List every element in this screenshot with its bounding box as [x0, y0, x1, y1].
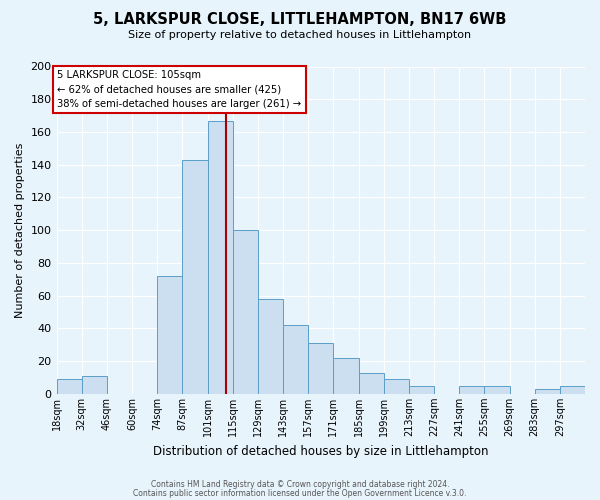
- Bar: [409, 386, 434, 394]
- Text: 5, LARKSPUR CLOSE, LITTLEHAMPTON, BN17 6WB: 5, LARKSPUR CLOSE, LITTLEHAMPTON, BN17 6…: [94, 12, 506, 28]
- Bar: [208, 120, 233, 394]
- Bar: [459, 386, 484, 394]
- Text: Contains HM Land Registry data © Crown copyright and database right 2024.: Contains HM Land Registry data © Crown c…: [151, 480, 449, 489]
- Bar: [383, 379, 409, 394]
- Bar: [258, 299, 283, 394]
- Y-axis label: Number of detached properties: Number of detached properties: [15, 142, 25, 318]
- Bar: [535, 389, 560, 394]
- Bar: [157, 276, 182, 394]
- Bar: [359, 372, 383, 394]
- Bar: [56, 379, 82, 394]
- Bar: [560, 386, 585, 394]
- Bar: [334, 358, 359, 394]
- X-axis label: Distribution of detached houses by size in Littlehampton: Distribution of detached houses by size …: [153, 444, 488, 458]
- Bar: [182, 160, 208, 394]
- Text: Contains public sector information licensed under the Open Government Licence v.: Contains public sector information licen…: [133, 488, 467, 498]
- Text: Size of property relative to detached houses in Littlehampton: Size of property relative to detached ho…: [128, 30, 472, 40]
- Text: 5 LARKSPUR CLOSE: 105sqm
← 62% of detached houses are smaller (425)
38% of semi-: 5 LARKSPUR CLOSE: 105sqm ← 62% of detach…: [58, 70, 302, 108]
- Bar: [308, 343, 334, 394]
- Bar: [484, 386, 509, 394]
- Bar: [82, 376, 107, 394]
- Bar: [233, 230, 258, 394]
- Bar: [283, 325, 308, 394]
